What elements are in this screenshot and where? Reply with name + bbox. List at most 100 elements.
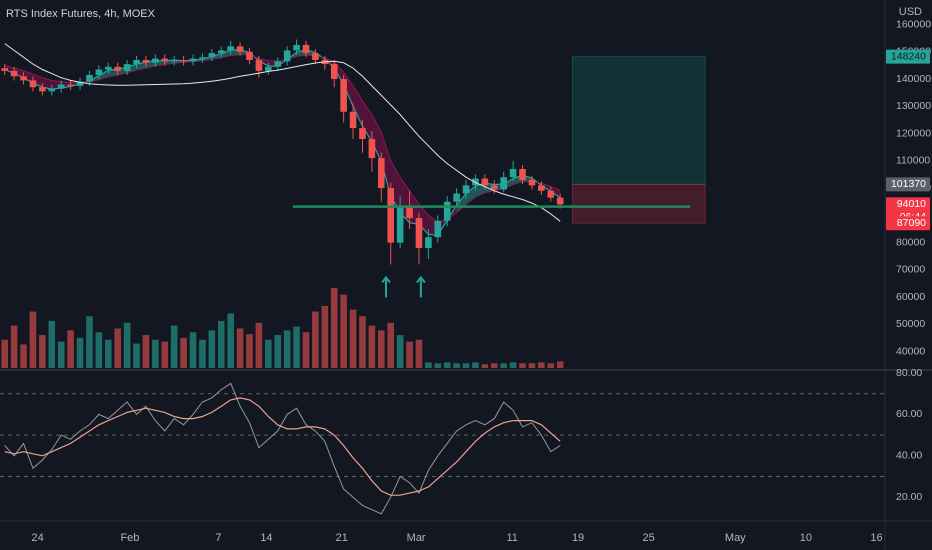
rsi-tick-label: 20.00 [896,491,922,503]
candle-body [396,207,404,243]
x-tick-label: Feb [120,532,139,544]
volume-bar [547,363,555,368]
arrow [416,275,426,298]
candle-body [76,81,84,86]
volume-bar [453,363,460,368]
x-tick-label: 14 [260,532,272,544]
candle-body [519,169,526,180]
candle-body [340,79,347,112]
candle-body [283,50,291,62]
candle-body [547,190,555,198]
rsi-tick-label: 40.00 [896,450,922,462]
y-tick-label: 130000 [896,100,931,112]
cloud-segment [353,85,363,127]
x-tick-label: 25 [643,532,655,544]
volume-bar [509,362,517,368]
candle-body [57,84,65,89]
candle-body [255,59,263,71]
cloud-segment [381,132,391,197]
candle-body [528,179,536,186]
volume-bar [425,362,432,368]
rsi-tick-label: 80.00 [896,367,922,379]
rsi-tick-label: 60.00 [896,408,922,420]
candle-body [500,177,507,190]
candle-body [415,218,423,249]
candle-body [556,197,564,205]
volume-bar [415,339,423,368]
candle-body [472,178,479,186]
candle-body [189,58,197,62]
candle-body [170,59,178,62]
candle-body [330,64,338,80]
cloud-segment [108,68,118,77]
candle-body [434,220,442,238]
candle-body [67,84,74,86]
candle-body [368,139,376,159]
candle-body [86,74,93,82]
y-tick-label: 40000 [896,345,925,357]
target-price-tag-bg [886,49,930,64]
volume-bar [340,294,347,368]
volume-bar [142,335,150,368]
candle-body [490,185,498,190]
candle-body [302,44,310,54]
cloud-segment [42,77,52,90]
cloud-segment [371,114,382,162]
volume-bar [227,313,234,368]
y-tick-label: 70000 [896,264,925,276]
volume-bar [500,363,507,368]
volume-bar [39,335,46,368]
candle-body [39,87,46,92]
volume-bar [283,330,291,368]
volume-bar [67,330,74,368]
candle-body [227,46,234,51]
stop-price-tag: 87090 [897,217,926,229]
y-tick-label: 110000 [896,155,930,167]
candle-body [453,193,460,202]
volume-bar [274,335,282,368]
candle-body [152,58,159,63]
volume-bar [57,341,65,368]
x-tick-label: 21 [336,532,348,544]
volume-bar [406,341,413,368]
volume-bar [302,332,310,368]
cloud-segment [23,70,33,84]
volume-bar [152,339,159,368]
cloud-segment [418,204,429,235]
y-tick-label: 60000 [896,291,925,303]
candle-body [509,169,517,178]
candle-body [265,66,272,71]
candle-body [133,59,140,65]
y-tick-label: 80000 [896,236,925,248]
x-tick-label: 16 [870,532,882,544]
candle-body [274,61,282,67]
entry-price-tag: 101370 [891,178,926,190]
y-tick-label: 140000 [896,73,931,85]
volume-bar [208,330,216,368]
volume-bar [265,339,272,368]
volume-bar [538,362,545,368]
candle-body [406,207,413,219]
candle-body [161,58,169,62]
candle-body [462,185,470,194]
candle-body [1,68,9,71]
volume-bar [180,337,187,368]
candle-body [378,158,385,189]
x-tick-label: 7 [215,532,221,544]
volume-bar [170,325,178,368]
chart-title: RTS Index Futures, 4h, MOEX [6,8,156,20]
candle-body [246,51,253,60]
volume-bar [387,322,395,368]
candle-body [208,53,216,58]
volume-bar [76,337,84,368]
volume-bar [519,363,526,368]
x-tick-label: 19 [572,532,584,544]
volume-bar [95,332,103,368]
volume-bar [10,325,18,368]
volume-bar [472,362,479,368]
volume-bar [114,328,121,368]
volume-bar [359,316,366,368]
last-price-tag: 94010 [897,198,926,210]
